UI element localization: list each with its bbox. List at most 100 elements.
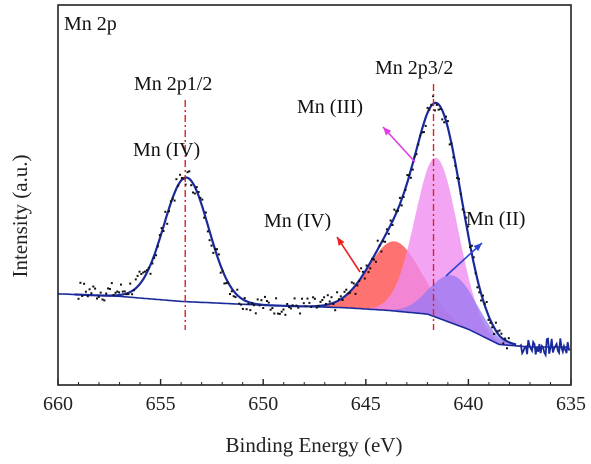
raw-data-point bbox=[378, 244, 381, 247]
raw-data-point bbox=[504, 337, 507, 340]
raw-data-point bbox=[487, 318, 490, 321]
envelope-line bbox=[74, 101, 517, 346]
raw-data-point bbox=[485, 301, 488, 303]
raw-data-point bbox=[267, 301, 270, 304]
raw-data-point bbox=[343, 290, 346, 293]
raw-data-point bbox=[363, 277, 366, 280]
raw-data-point bbox=[81, 295, 84, 297]
raw-data-point bbox=[389, 219, 392, 222]
raw-data-point bbox=[79, 281, 82, 284]
raw-data-point bbox=[229, 293, 231, 295]
panel-label: Mn 2p bbox=[64, 13, 117, 35]
raw-data-point bbox=[145, 269, 148, 272]
raw-data-point bbox=[136, 274, 139, 277]
raw-data-point bbox=[195, 186, 198, 189]
raw-data-point bbox=[277, 312, 279, 315]
raw-data-point bbox=[97, 295, 100, 298]
raw-data-point bbox=[184, 183, 187, 186]
raw-data-point bbox=[240, 303, 242, 306]
raw-data-point bbox=[380, 250, 383, 253]
raw-points-layer bbox=[77, 95, 510, 350]
raw-data-point bbox=[234, 296, 237, 299]
raw-data-point bbox=[347, 292, 350, 295]
raw-data-point bbox=[199, 196, 202, 199]
raw-data-point bbox=[352, 282, 355, 285]
raw-data-point bbox=[478, 291, 481, 294]
raw-data-point bbox=[243, 297, 246, 300]
raw-data-point bbox=[408, 174, 411, 177]
label-2p32: Mn 2p3/2 bbox=[375, 57, 453, 79]
raw-data-point bbox=[256, 298, 259, 301]
raw-data-point bbox=[350, 281, 353, 284]
raw-data-point bbox=[321, 299, 324, 301]
raw-data-point bbox=[173, 199, 176, 202]
raw-data-point bbox=[467, 225, 470, 228]
raw-data-point bbox=[402, 196, 405, 198]
raw-data-point bbox=[280, 310, 283, 313]
raw-data-point bbox=[94, 287, 97, 290]
raw-data-point bbox=[332, 303, 335, 305]
raw-data-point bbox=[127, 293, 130, 296]
raw-data-point bbox=[188, 170, 191, 173]
raw-data-point bbox=[197, 191, 200, 193]
raw-data-point bbox=[463, 211, 466, 214]
raw-data-point bbox=[406, 174, 409, 177]
raw-data-point bbox=[175, 178, 178, 181]
raw-data-point bbox=[371, 257, 374, 260]
x-tick-label: 660 bbox=[43, 393, 73, 415]
raw-data-point bbox=[129, 282, 132, 285]
mn-iv-arrow bbox=[336, 236, 361, 273]
raw-data-point bbox=[456, 177, 459, 179]
raw-data-point bbox=[105, 292, 108, 295]
raw-data-point bbox=[428, 108, 431, 111]
raw-data-point bbox=[315, 306, 318, 309]
raw-data-point bbox=[393, 208, 396, 211]
label-mn-iv-right: Mn (IV) bbox=[264, 210, 331, 232]
fit-peak-fill bbox=[380, 275, 528, 347]
raw-data-point bbox=[482, 294, 484, 297]
raw-data-point bbox=[291, 304, 294, 307]
raw-data-point bbox=[168, 210, 170, 213]
raw-data-point bbox=[312, 296, 315, 299]
raw-data-point bbox=[149, 272, 152, 275]
raw-data-point bbox=[304, 305, 307, 308]
raw-data-point bbox=[498, 329, 501, 332]
raw-data-point bbox=[465, 216, 468, 219]
label-mn-iii: Mn (III) bbox=[297, 96, 363, 118]
raw-data-point bbox=[160, 227, 163, 230]
raw-data-point bbox=[140, 273, 143, 275]
raw-data-point bbox=[491, 326, 494, 329]
raw-data-point bbox=[328, 300, 331, 303]
raw-data-point bbox=[223, 282, 226, 285]
raw-data-point bbox=[360, 267, 363, 270]
raw-data-point bbox=[171, 197, 174, 200]
raw-data-point bbox=[251, 302, 254, 305]
raw-data-point bbox=[169, 200, 172, 203]
raw-data-point bbox=[502, 342, 505, 345]
raw-data-point bbox=[275, 297, 278, 300]
raw-data-point bbox=[273, 312, 276, 315]
raw-data-point bbox=[421, 131, 423, 134]
raw-data-point bbox=[483, 302, 486, 305]
raw-data-point bbox=[155, 254, 158, 257]
raw-data-point bbox=[88, 288, 91, 291]
raw-data-point bbox=[288, 306, 291, 309]
raw-data-point bbox=[232, 295, 235, 298]
raw-data-point bbox=[166, 222, 169, 225]
raw-data-point bbox=[395, 210, 398, 213]
raw-data-point bbox=[385, 228, 388, 231]
raw-data-point bbox=[101, 298, 104, 301]
raw-data-point bbox=[506, 347, 508, 350]
raw-data-point bbox=[182, 177, 185, 180]
raw-data-point bbox=[118, 291, 121, 294]
raw-data-point bbox=[489, 321, 492, 324]
raw-data-point bbox=[452, 156, 455, 159]
raw-data-point bbox=[437, 108, 440, 111]
x-tick-label: 650 bbox=[248, 393, 278, 415]
raw-data-point bbox=[110, 282, 113, 285]
raw-data-point bbox=[493, 333, 496, 335]
raw-data-point bbox=[434, 109, 436, 112]
fills-layer bbox=[320, 157, 528, 347]
raw-data-point bbox=[339, 295, 342, 298]
raw-data-point bbox=[204, 211, 207, 214]
